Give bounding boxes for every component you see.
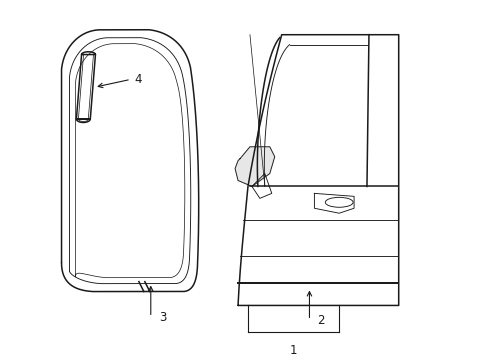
Text: 3: 3 [159, 311, 166, 324]
Polygon shape [235, 147, 274, 186]
Text: 4: 4 [134, 73, 141, 86]
Text: 1: 1 [289, 344, 297, 357]
Text: 2: 2 [317, 314, 324, 327]
